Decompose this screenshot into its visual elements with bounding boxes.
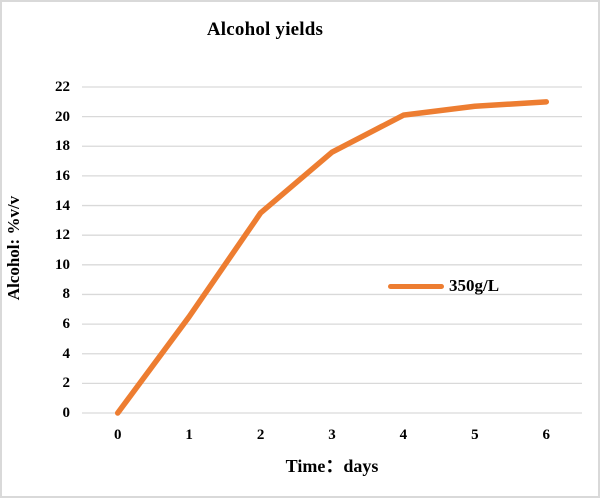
x-tick-label-5: 5 (471, 427, 479, 443)
x-axis-title: Time：days (285, 456, 379, 476)
y-tick-label-20: 20 (55, 108, 70, 125)
x-tick-label-3: 3 (328, 427, 336, 443)
gridlines (82, 86, 582, 414)
x-tick-label-6: 6 (542, 427, 551, 443)
series-line (114, 99, 550, 416)
x-tick-label-0: 0 (113, 427, 122, 443)
y-tick-label-8: 8 (62, 286, 71, 303)
y-tick-label-2: 2 (62, 375, 71, 392)
y-tick-label-10: 10 (55, 256, 70, 273)
y-tick-label-22: 22 (55, 79, 70, 95)
x-tick-label-2: 2 (256, 427, 265, 443)
y-tick-label-18: 18 (55, 138, 70, 155)
y-tick-label-14: 14 (55, 197, 70, 214)
legend-line-swatch (388, 283, 444, 289)
y-tick-label-16: 16 (55, 167, 70, 184)
x-tick-label-1: 1 (185, 427, 193, 443)
x-tick-label-4: 4 (399, 427, 408, 443)
data-line-350g/L (114, 99, 550, 416)
chart-title: Alcohol yields (206, 19, 324, 40)
y-tick-label-6: 6 (62, 316, 71, 333)
y-tick-label-4: 4 (62, 345, 71, 362)
legend-label: 350g/L (449, 276, 500, 295)
y-tick-label-12: 12 (55, 227, 70, 244)
y-tick-label-0: 0 (62, 405, 71, 421)
legend: 350g/L (388, 274, 499, 298)
